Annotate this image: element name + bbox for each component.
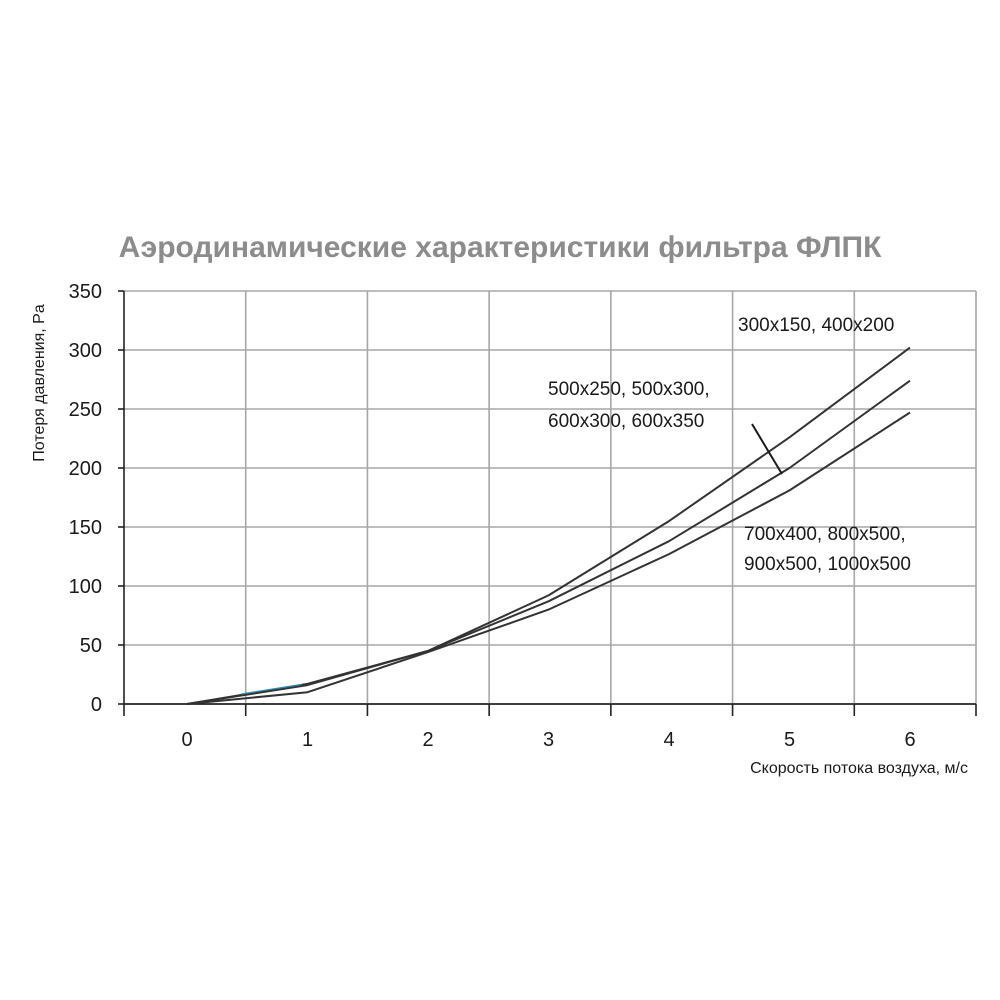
annotation-series-3-line1: 700x400, 800x500, bbox=[744, 524, 906, 545]
y-tick-label: 100 bbox=[69, 576, 102, 598]
series-highlight-segment bbox=[241, 683, 302, 695]
x-tick-label: 6 bbox=[904, 729, 915, 751]
x-axis-label: Скорость потока воздуха, м/с bbox=[750, 760, 968, 777]
annotations: 300x150, 400x200 500x250, 500x300, 600x3… bbox=[548, 315, 911, 575]
y-tick-label: 350 bbox=[69, 281, 102, 303]
x-tick-label: 2 bbox=[422, 729, 433, 751]
y-tick-label: 300 bbox=[69, 340, 102, 362]
y-tick-label: 150 bbox=[69, 517, 102, 539]
y-tick-label: 50 bbox=[80, 635, 102, 657]
x-tick-label: 1 bbox=[302, 729, 313, 751]
y-tick-label: 200 bbox=[69, 458, 102, 480]
x-tick-label: 5 bbox=[784, 729, 795, 751]
series-line-1 bbox=[186, 346, 911, 705]
annotation-series-2-line1: 500x250, 500x300, bbox=[548, 379, 710, 400]
annotation-pointer bbox=[751, 423, 783, 475]
y-axis-label: Потеря давления, Pa bbox=[31, 304, 48, 462]
annotation-series-1: 300x150, 400x200 bbox=[738, 315, 894, 336]
series-line-3 bbox=[186, 411, 911, 705]
x-tick-label: 0 bbox=[181, 729, 192, 751]
series-line-2 bbox=[186, 379, 911, 705]
annotation-series-2-line2: 600x300, 600x350 bbox=[548, 411, 704, 432]
x-tick-label: 3 bbox=[543, 729, 554, 751]
chart-title: Аэродинамические характеристики фильтра … bbox=[119, 231, 882, 264]
tick-labels: 0 50 100 150 200 250 300 350 0 1 2 3 4 5 6 bbox=[69, 281, 916, 751]
series-group bbox=[186, 346, 911, 705]
y-tick-label: 0 bbox=[91, 694, 102, 716]
y-tick-label: 250 bbox=[69, 399, 102, 421]
x-tick-label: 4 bbox=[663, 729, 674, 751]
grid bbox=[118, 290, 977, 716]
annotation-series-3-line2: 900x500, 1000x500 bbox=[744, 554, 911, 575]
